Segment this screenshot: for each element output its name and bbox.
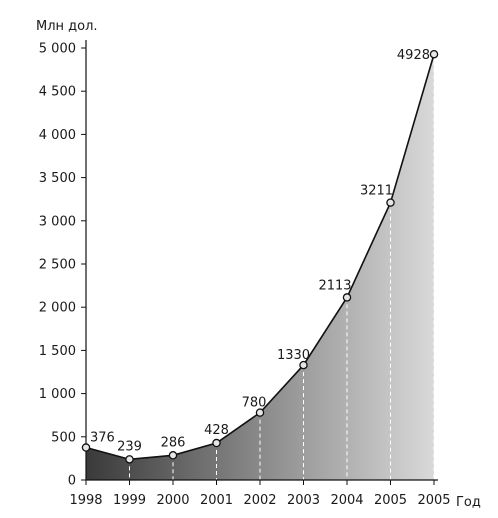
tick-labels-layer: 0 500 1 000 1 500 2 000 2 500 3 000 3 500 4 000 4… bbox=[39, 42, 451, 509]
data-point bbox=[429, 49, 439, 59]
data-label: 239 bbox=[117, 439, 142, 454]
y-tick-label: 1 000 bbox=[39, 387, 76, 402]
data-point bbox=[168, 451, 178, 460]
y-tick-label: 4 000 bbox=[39, 128, 76, 143]
data-label: 1330 bbox=[277, 348, 310, 363]
axes-layer bbox=[85, 40, 438, 481]
y-tick-label: 3 000 bbox=[39, 214, 76, 229]
x-tick-label: 1999 bbox=[113, 493, 146, 508]
x-tick-label: 2001 bbox=[200, 493, 233, 508]
data-point bbox=[342, 293, 352, 302]
data-label: 428 bbox=[204, 423, 229, 438]
data-label: 376 bbox=[90, 431, 115, 446]
x-tick-label: 2005 bbox=[417, 493, 450, 508]
x-tick-label: 2005 bbox=[374, 493, 407, 508]
data-label: 780 bbox=[242, 396, 267, 411]
area-fill-layer bbox=[86, 54, 434, 481]
data-point bbox=[125, 455, 134, 464]
data-point bbox=[299, 360, 308, 370]
data-label: 3211 bbox=[360, 184, 393, 199]
y-axis-title: Млн дол. bbox=[36, 19, 98, 34]
y-tick-label: 5 000 bbox=[39, 42, 76, 57]
x-axis-title: Год bbox=[456, 495, 481, 510]
data-point bbox=[255, 408, 265, 417]
area-fill bbox=[86, 54, 434, 481]
data-point bbox=[386, 198, 395, 207]
x-tick-label: 2002 bbox=[243, 493, 276, 508]
data-label: 4928 bbox=[397, 48, 430, 63]
data-label: 286 bbox=[161, 435, 186, 450]
data-point bbox=[212, 438, 221, 448]
x-tick-label: 2003 bbox=[287, 493, 320, 508]
y-tick-label: 3 500 bbox=[39, 171, 76, 186]
data-points-layer bbox=[81, 49, 439, 464]
y-tick-label: 0 bbox=[68, 474, 76, 489]
y-tick-label: 2 000 bbox=[39, 301, 76, 316]
y-tick-label: 1 500 bbox=[39, 344, 76, 359]
x-tick-label: 2004 bbox=[330, 493, 363, 508]
y-tick-label: 2 500 bbox=[39, 258, 76, 273]
x-tick-label: 1998 bbox=[69, 493, 102, 508]
y-tick-label: 4 500 bbox=[39, 85, 76, 100]
data-point bbox=[81, 443, 91, 452]
data-label: 2113 bbox=[318, 278, 351, 293]
y-tick-label: 500 bbox=[51, 430, 76, 445]
x-tick-label: 2000 bbox=[156, 493, 189, 508]
